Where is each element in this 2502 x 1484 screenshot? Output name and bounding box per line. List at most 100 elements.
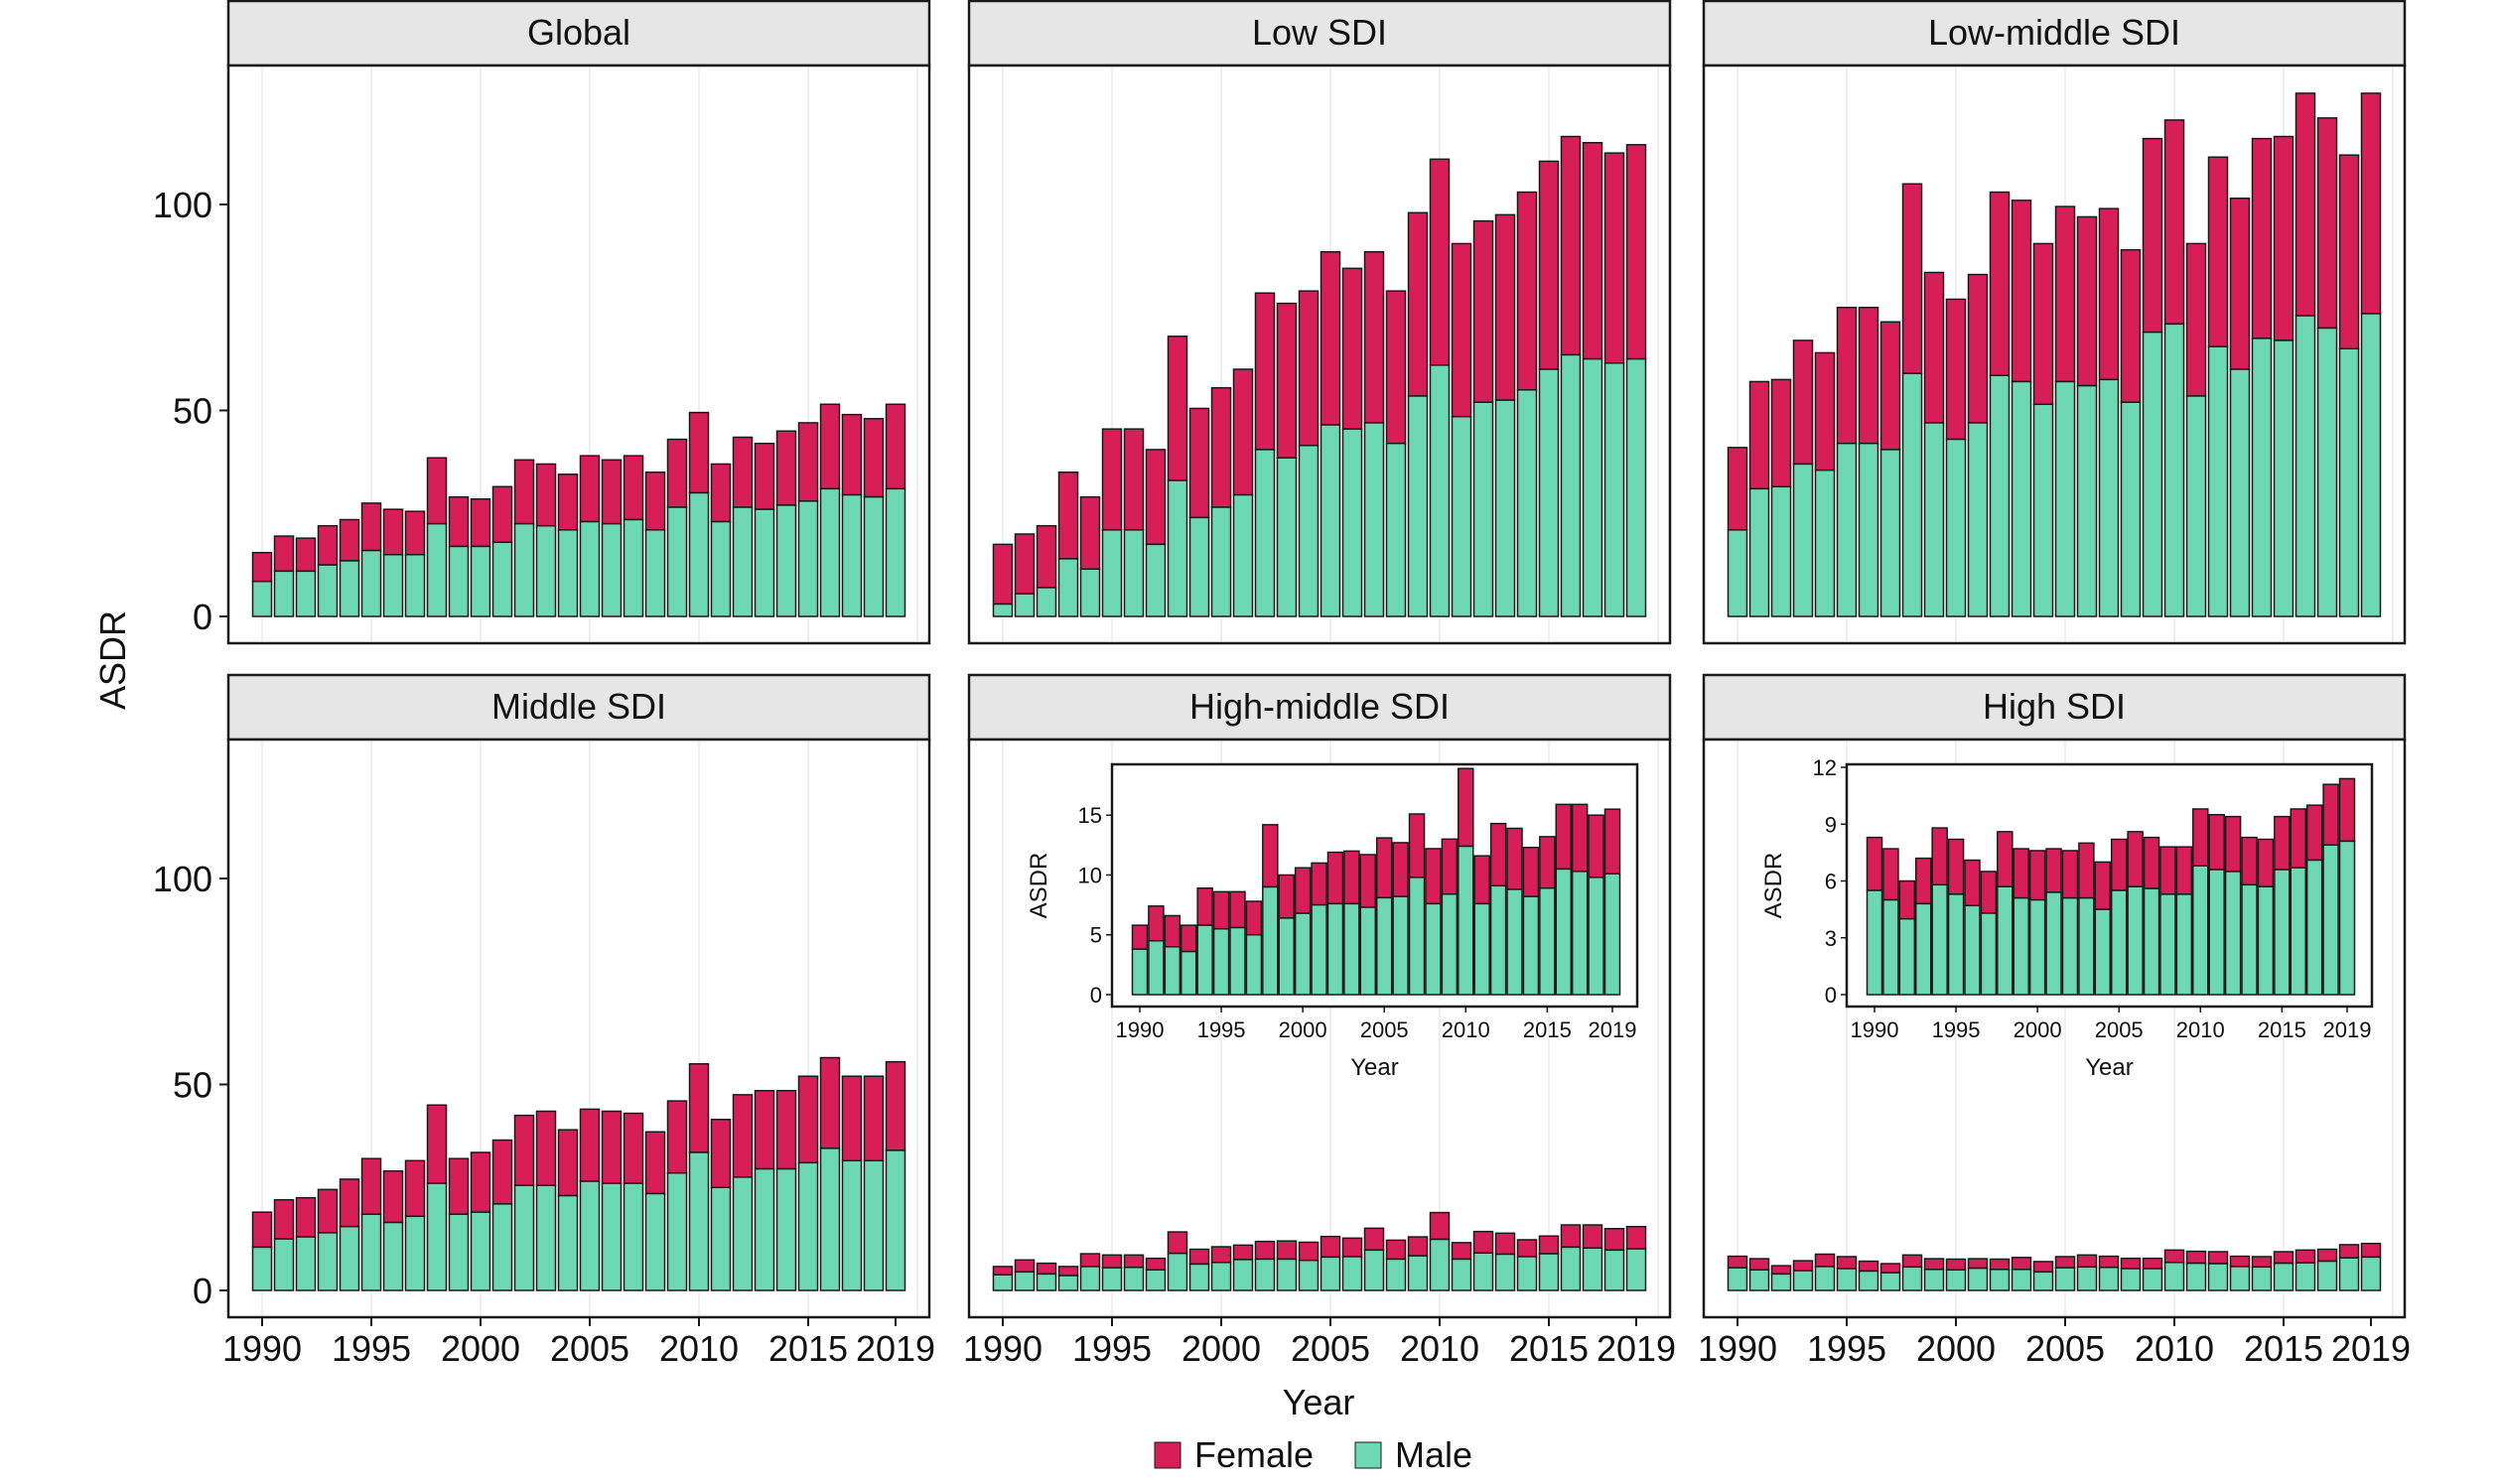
inset-y-tick-label-high-sdi-9: 9 <box>1825 812 1837 837</box>
middle-sdi-male-bar-2019 <box>885 1149 906 1291</box>
inset-high-middle-sdi-male-bar-1997 <box>1245 933 1263 996</box>
low-middle-sdi-female-bar-1996 <box>1858 307 1879 445</box>
low-middle-sdi-male-bar-1998 <box>1901 372 1923 617</box>
global-male-bar-2018 <box>863 495 885 617</box>
low-sdi-female-bar-2008 <box>1385 290 1407 445</box>
high-sdi-male-bar-2008 <box>2120 1268 2142 1291</box>
high-middle-sdi-male-bar-1999 <box>1188 1263 1210 1291</box>
inset-high-middle-sdi-female-bar-2006 <box>1392 842 1409 897</box>
high-middle-sdi-male-bar-2005 <box>1320 1256 1341 1291</box>
panel-title-low-middle-sdi: Low-middle SDI <box>1928 12 2180 53</box>
inset-high-sdi-male-bar-1998 <box>1997 885 2014 996</box>
inset-high-sdi-male-bar-2000 <box>2028 898 2046 996</box>
middle-sdi-male-bar-1994 <box>339 1225 360 1291</box>
high-middle-sdi-male-bar-2000 <box>1210 1262 1232 1291</box>
middle-sdi-female-bar-2014 <box>775 1089 797 1170</box>
y-tick-label-global-50: 50 <box>173 391 212 432</box>
inset-high-middle-sdi-female-bar-2016 <box>1555 803 1573 871</box>
global-female-bar-1995 <box>360 502 382 552</box>
high-sdi-male-bar-2003 <box>2011 1269 2032 1291</box>
low-sdi-male-bar-2001 <box>1232 493 1254 617</box>
high-sdi-female-bar-2010 <box>2163 1249 2185 1264</box>
inset-high-sdi: 1990 1995 2000 2005 2010 2015 2019 0 3 6 9 12 Year AS… <box>1760 755 2374 1081</box>
inset-high-middle-sdi-male-bar-2002 <box>1326 902 1344 996</box>
high-sdi-male-bar-2018 <box>2338 1257 2360 1291</box>
low-sdi-male-bar-2010 <box>1429 364 1451 617</box>
global-female-bar-1993 <box>317 524 339 566</box>
global-male-bar-2004 <box>557 529 579 617</box>
low-middle-sdi-male-bar-2016 <box>2294 315 2316 617</box>
low-sdi-female-bar-1993 <box>1057 472 1079 560</box>
inset-high-middle-sdi-male-bar-2015 <box>1539 886 1556 996</box>
inset-high-sdi-female-bar-2019 <box>2338 777 2356 843</box>
x-tick-label-high-sdi-2015: 2015 <box>2244 1328 2323 1369</box>
high-sdi-female-bar-2000 <box>1945 1258 1967 1271</box>
inset-high-middle-sdi-male-bar-2011 <box>1473 902 1490 996</box>
low-middle-sdi-female-bar-2005 <box>2054 205 2076 383</box>
high-sdi-female-bar-2004 <box>2032 1261 2054 1274</box>
low-sdi-male-bar-2000 <box>1210 506 1232 617</box>
high-middle-sdi-female-bar-2000 <box>1210 1246 1232 1264</box>
middle-sdi-female-bar-2018 <box>863 1075 885 1162</box>
inset-high-sdi-female-bar-2000 <box>2028 850 2046 901</box>
panel-strip-high-sdi <box>1702 673 2407 742</box>
inset-high-sdi-female-bar-2009 <box>2175 846 2193 895</box>
middle-sdi-male-bar-1990 <box>251 1246 273 1291</box>
global-female-bar-1998 <box>426 457 448 525</box>
inset-y-tick-label-high-middle-sdi-15: 15 <box>1078 803 1102 828</box>
high-sdi-female-bar-2006 <box>2076 1254 2098 1269</box>
inset-x-tick-label-high-sdi-2010: 2010 <box>2176 1017 2225 1042</box>
low-sdi-male-bar-2017 <box>1582 357 1603 617</box>
low-middle-sdi-male-bar-2009 <box>2142 331 2163 617</box>
middle-sdi-male-bar-1998 <box>426 1182 448 1291</box>
high-sdi-male-bar-1997 <box>1879 1272 1901 1291</box>
high-sdi-female-bar-2013 <box>2229 1255 2251 1268</box>
high-middle-sdi-male-bar-2001 <box>1232 1259 1254 1291</box>
low-sdi-male-bar-2014 <box>1516 389 1538 617</box>
inset-high-sdi-male-bar-1991 <box>1882 898 1899 996</box>
low-middle-sdi-female-bar-2002 <box>1989 191 2011 376</box>
middle-sdi-male-bar-2014 <box>775 1167 797 1291</box>
inset-x-tick-label-high-sdi-2015: 2015 <box>2258 1017 2306 1042</box>
high-sdi-male-bar-1991 <box>1748 1269 1770 1291</box>
inset-high-sdi-female-bar-2003 <box>2078 842 2095 899</box>
inset-high-sdi-male-bar-2015 <box>2274 869 2291 996</box>
global-female-bar-1994 <box>339 518 360 562</box>
high-sdi-male-bar-2005 <box>2054 1267 2076 1291</box>
panel-strip-low-middle-sdi <box>1702 0 2407 67</box>
low-sdi-male-bar-1999 <box>1188 516 1210 617</box>
low-sdi-female-bar-2014 <box>1516 191 1538 391</box>
low-sdi-female-bar-1997 <box>1145 449 1167 546</box>
high-middle-sdi-male-bar-1992 <box>1036 1273 1057 1291</box>
middle-sdi-female-bar-2015 <box>797 1075 819 1164</box>
inset-high-middle-sdi-male-bar-2018 <box>1588 877 1604 996</box>
inset-high-middle-sdi-male-bar-2006 <box>1392 895 1409 996</box>
high-middle-sdi-female-bar-1991 <box>1014 1259 1036 1274</box>
inset-high-sdi-female-bar-1992 <box>1898 879 1916 920</box>
global-male-bar-2007 <box>623 518 644 617</box>
inset-high-sdi-male-bar-2012 <box>2224 871 2242 996</box>
high-sdi-female-bar-1993 <box>1792 1260 1814 1272</box>
high-sdi-male-bar-1994 <box>1814 1266 1836 1291</box>
low-middle-sdi-male-bar-1999 <box>1923 422 1945 617</box>
global-male-bar-1991 <box>273 570 295 617</box>
high-sdi-male-bar-2000 <box>1945 1269 1967 1291</box>
low-sdi-male-bar-2019 <box>1625 357 1647 617</box>
high-middle-sdi-female-bar-1990 <box>992 1266 1014 1276</box>
high-middle-sdi-male-bar-2014 <box>1516 1256 1538 1291</box>
global-female-bar-1991 <box>273 535 295 573</box>
inset-y-tick-label-high-sdi-0: 0 <box>1825 983 1837 1008</box>
low-middle-sdi-male-bar-2006 <box>2076 384 2098 617</box>
low-middle-sdi-male-bar-2014 <box>2251 337 2273 617</box>
high-sdi-female-bar-1991 <box>1748 1258 1770 1272</box>
x-tick-label-high-sdi-2005: 2005 <box>2025 1328 2105 1369</box>
low-middle-sdi-male-bar-2004 <box>2032 403 2054 617</box>
middle-sdi-female-bar-1999 <box>448 1157 470 1215</box>
x-tick-label-high-sdi-2010: 2010 <box>2135 1328 2214 1369</box>
high-sdi-male-bar-2009 <box>2142 1268 2163 1291</box>
inset-high-middle-sdi-female-bar-1991 <box>1148 905 1165 942</box>
inset-high-sdi-male-bar-1996 <box>1964 904 1981 996</box>
high-middle-sdi-female-bar-2003 <box>1276 1240 1298 1261</box>
high-sdi-female-bar-2015 <box>2273 1251 2294 1265</box>
